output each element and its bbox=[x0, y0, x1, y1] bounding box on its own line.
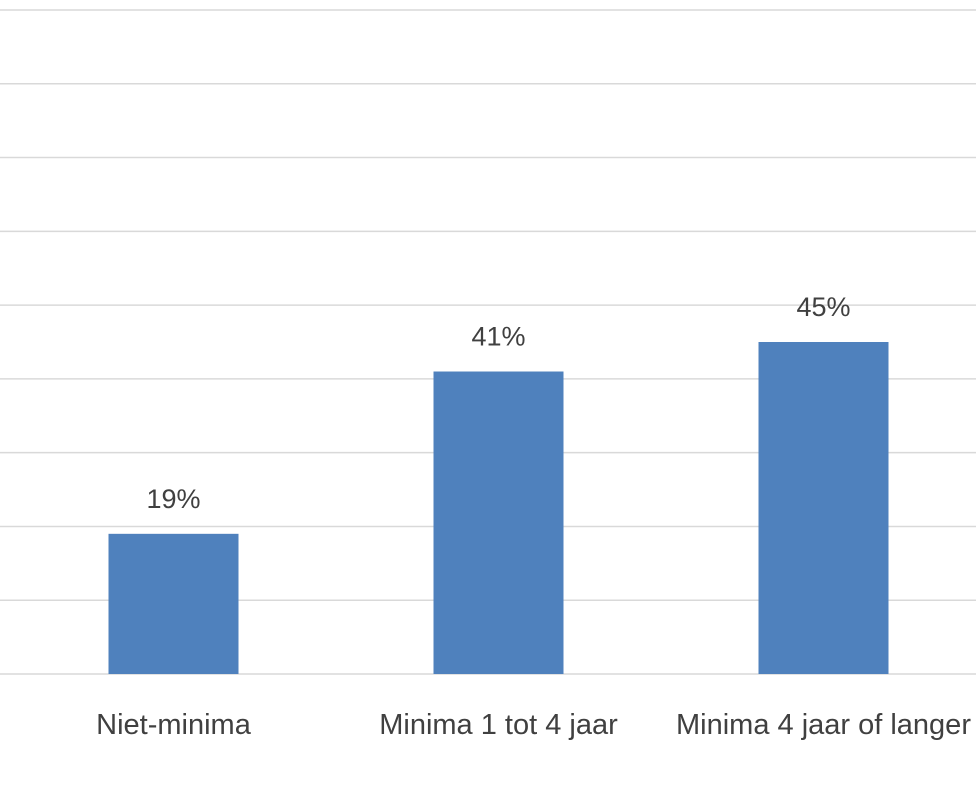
bar bbox=[108, 533, 239, 674]
value-label: 45% bbox=[796, 292, 850, 322]
x-tick-label: Minima 1 tot 4 jaar bbox=[379, 709, 618, 741]
value-label: 41% bbox=[471, 322, 525, 352]
value-label: 19% bbox=[146, 484, 200, 514]
bar bbox=[758, 342, 889, 674]
bar bbox=[433, 371, 564, 674]
x-tick-label: Niet-minima bbox=[96, 709, 251, 741]
x-tick-label: Minima 4 jaar of langer bbox=[676, 709, 971, 741]
